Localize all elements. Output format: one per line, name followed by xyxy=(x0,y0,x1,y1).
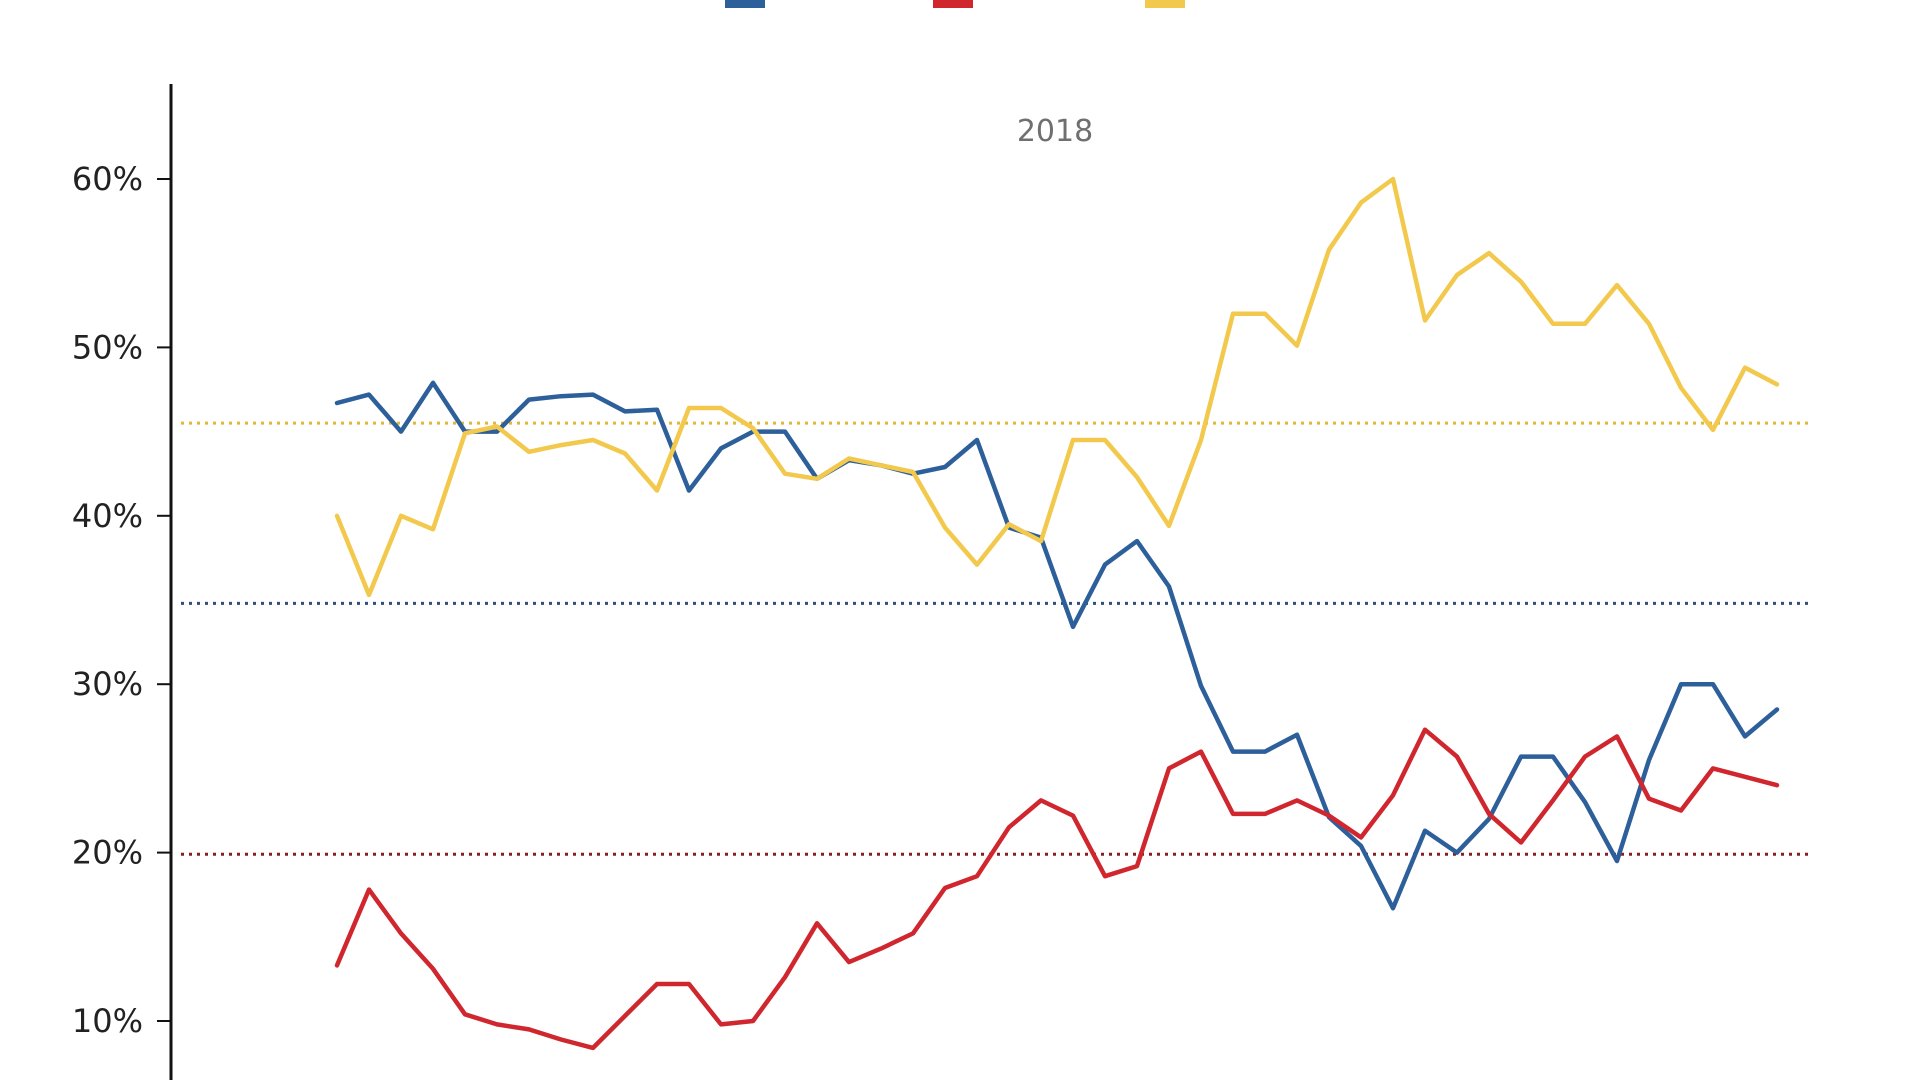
y-tick-label: 60% xyxy=(72,160,143,198)
series-line xyxy=(334,380,1780,911)
series-lines xyxy=(334,176,1780,1051)
legend-swatch xyxy=(725,0,765,8)
y-tick-label: 40% xyxy=(72,497,143,535)
y-tick-label: 50% xyxy=(72,328,143,366)
y-tick-label: 30% xyxy=(72,665,143,703)
legend-swatch xyxy=(1145,0,1185,8)
y-tick-label: 10% xyxy=(72,1002,143,1040)
legend xyxy=(725,0,1185,8)
y-tick-label: 20% xyxy=(72,834,143,872)
y-axis-ticks: 10% 20% 30% 40% 50% 60% xyxy=(72,160,171,1040)
year-annotation: 2018 xyxy=(1017,114,1093,149)
legend-swatch xyxy=(933,0,973,8)
series-line xyxy=(334,727,1780,1051)
series-line xyxy=(334,176,1780,598)
